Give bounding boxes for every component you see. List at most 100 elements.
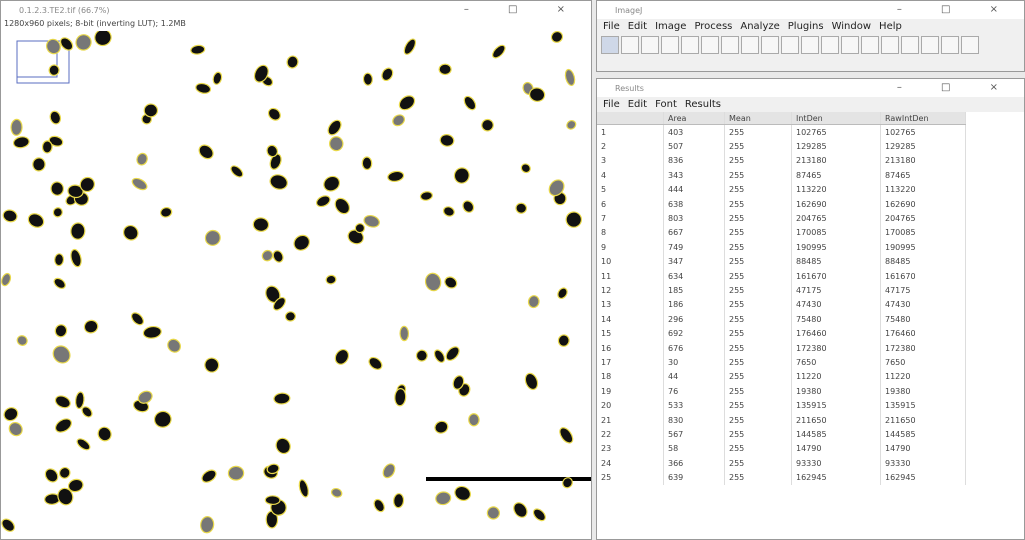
table-cell: 11220 [881, 370, 966, 384]
tool-button[interactable] [861, 36, 879, 54]
table-cell: 444 [664, 183, 725, 197]
table-cell: 129285 [881, 139, 966, 153]
tool-button[interactable] [821, 36, 839, 54]
menu-item[interactable]: Analyze [740, 21, 779, 32]
menu-item[interactable]: Plugins [788, 21, 824, 32]
window-controls[interactable]: – □ × [897, 4, 1016, 15]
tool-button[interactable] [601, 36, 619, 54]
table-cell: 87465 [881, 168, 966, 182]
table-cell: 22 [597, 427, 664, 441]
table-cell: 75480 [881, 312, 966, 326]
table-cell: 25 [597, 470, 664, 484]
tool-button[interactable] [881, 36, 899, 54]
tool-button[interactable] [921, 36, 939, 54]
tool-button[interactable] [661, 36, 679, 54]
canvas-bg [1, 31, 591, 539]
table-cell: 7650 [792, 355, 881, 369]
menu-item[interactable]: File [603, 21, 620, 32]
menu-item[interactable]: Font [655, 99, 677, 110]
tool-button[interactable] [781, 36, 799, 54]
table-cell: 255 [725, 413, 792, 427]
menu-item[interactable]: Image [655, 21, 686, 32]
menu-item[interactable]: Results [685, 99, 721, 110]
tool-button[interactable] [801, 36, 819, 54]
tool-button[interactable] [761, 36, 779, 54]
window-title: 0.1.2.3.TE2.tif (66.7%) [19, 6, 109, 15]
table-cell: 255 [725, 154, 792, 168]
table-cell: 13 [597, 298, 664, 312]
results-table: AreaMeanIntDenRawIntDen14032551027651027… [597, 112, 966, 485]
tool-button[interactable] [741, 36, 759, 54]
tool-button[interactable] [941, 36, 959, 54]
tool-button[interactable] [621, 36, 639, 54]
window-title: Results [615, 84, 644, 93]
tool-button[interactable] [641, 36, 659, 54]
table-cell: 47430 [792, 298, 881, 312]
tool-button[interactable] [901, 36, 919, 54]
window-controls[interactable]: – □ × [464, 4, 583, 15]
menu-item[interactable]: Window [832, 21, 871, 32]
table-cell: 213180 [881, 154, 966, 168]
window-controls[interactable]: – □ × [897, 82, 1016, 93]
table-cell: 634 [664, 269, 725, 283]
menu-item[interactable]: Edit [628, 99, 647, 110]
table-cell: 18 [597, 370, 664, 384]
table-cell: 255 [725, 326, 792, 340]
tool-button[interactable] [961, 36, 979, 54]
tool-button[interactable] [721, 36, 739, 54]
cell-blob [228, 466, 244, 481]
cell-blob [32, 157, 45, 171]
table-cell: 161670 [881, 269, 966, 283]
menu-item[interactable]: File [603, 99, 620, 110]
table-cell: 19380 [792, 384, 881, 398]
cell-blob [49, 65, 60, 76]
table-cell: 170085 [792, 226, 881, 240]
title-bar: 0.1.2.3.TE2.tif (66.7%) – □ × [1, 1, 591, 19]
table-cell: 255 [725, 168, 792, 182]
table-cell: 47175 [792, 283, 881, 297]
table-cell: 255 [725, 355, 792, 369]
menu-item[interactable]: Help [879, 21, 902, 32]
table-cell: 749 [664, 240, 725, 254]
table-cell: 102765 [881, 125, 966, 140]
table-cell: 129285 [792, 139, 881, 153]
table-cell: 113220 [792, 183, 881, 197]
menu-item[interactable]: Edit [628, 21, 647, 32]
menu-item[interactable]: Process [694, 21, 732, 32]
header-row: AreaMeanIntDenRawIntDen [597, 112, 966, 125]
table-cell: 255 [725, 226, 792, 240]
table-cell: 144585 [881, 427, 966, 441]
cell-blob [363, 73, 373, 86]
tool-button[interactable] [681, 36, 699, 54]
tool-button[interactable] [841, 36, 859, 54]
table-cell: 21 [597, 413, 664, 427]
table-cell: 255 [725, 442, 792, 456]
tool-button[interactable] [701, 36, 719, 54]
